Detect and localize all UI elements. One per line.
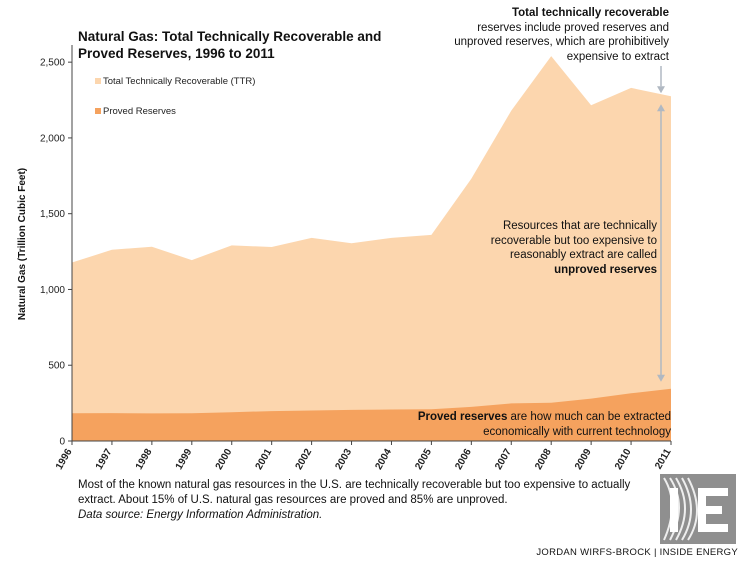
arrow-ttr-head [657, 86, 665, 94]
annotation-arrows [657, 66, 665, 382]
x-tick-label-7: 2003 [333, 447, 354, 472]
x-tick-label-2: 1998 [134, 447, 155, 472]
y-tick-label-5: 2,500 [40, 58, 65, 69]
credit: JORDAN WIRFS-BROCK | INSIDE ENERGY [536, 547, 738, 558]
legend-swatch-1 [95, 108, 101, 114]
y-tick-label-4: 2,000 [40, 133, 65, 144]
x-tick-label-14: 2010 [613, 447, 634, 472]
y-tick-label-1: 500 [48, 361, 65, 372]
legend-swatch-0 [95, 78, 101, 84]
legend-label-0: Total Technically Recoverable (TTR) [103, 76, 255, 87]
x-tick-label-13: 2009 [573, 447, 594, 472]
chart-title: Natural Gas: Total Technically Recoverab… [78, 28, 418, 62]
x-tick-label-10: 2006 [453, 447, 474, 472]
annotation-proved-text: are how much can be extracted economical… [483, 411, 671, 438]
x-tick-label-4: 2000 [214, 447, 235, 472]
x-tick-label-3: 1999 [174, 447, 195, 472]
annotation-unproved-bold: unproved reserves [554, 263, 657, 276]
chart-areas [72, 56, 671, 441]
x-tick-label-9: 2005 [413, 447, 434, 472]
y-axis-label: Natural Gas (Trillion Cubic Feet) [17, 168, 28, 320]
arrow-unproved-head-bottom [657, 374, 665, 382]
x-tick-label-8: 2004 [373, 447, 394, 472]
annotation-ttr-text: reserves include proved reserves and unp… [454, 21, 669, 63]
y-tick-label-3: 1,500 [40, 209, 65, 220]
annotation-unproved: Resources that are technically recoverab… [467, 219, 657, 277]
annotation-ttr-bold: Total technically recoverable [511, 7, 669, 19]
caption: Most of the known natural gas resources … [78, 478, 648, 523]
annotation-proved-bold: Proved reserves [417, 411, 508, 423]
x-tick-label-12: 2008 [533, 447, 554, 472]
caption-text: Most of the known natural gas resources … [78, 479, 631, 506]
annotation-ttr: Total technically recoverable reserves i… [449, 6, 669, 64]
annotation-proved: Proved reserves are how much can be extr… [381, 410, 671, 439]
x-tick-label-15: 2011 [653, 447, 674, 472]
y-tick-label-2: 1,000 [40, 285, 65, 296]
area-series-0 [72, 56, 671, 441]
inside-energy-logo-icon [660, 474, 736, 544]
x-tick-label-1: 1997 [94, 447, 115, 472]
arrow-unproved-head-top [657, 104, 665, 112]
x-tick-label-11: 2007 [493, 447, 514, 472]
chart-title-line-2: Proved Reserves, 1996 to 2011 [78, 46, 275, 61]
x-tick-label-6: 2002 [294, 447, 315, 472]
legend-label-1: Proved Reserves [103, 106, 176, 117]
chart-legend: Total Technically Recoverable (TTR) Prove… [95, 76, 255, 117]
chart-title-line-1: Natural Gas: Total Technically Recoverab… [78, 29, 382, 44]
x-tick-label-0: 1996 [54, 447, 75, 472]
annotation-unproved-text: Resources that are technically recoverab… [490, 220, 657, 261]
area-series-1 [72, 388, 671, 441]
y-tick-label-0: 0 [59, 437, 65, 448]
caption-source: Data source: Energy Information Administ… [78, 509, 323, 521]
x-tick-label-5: 2001 [254, 447, 275, 472]
